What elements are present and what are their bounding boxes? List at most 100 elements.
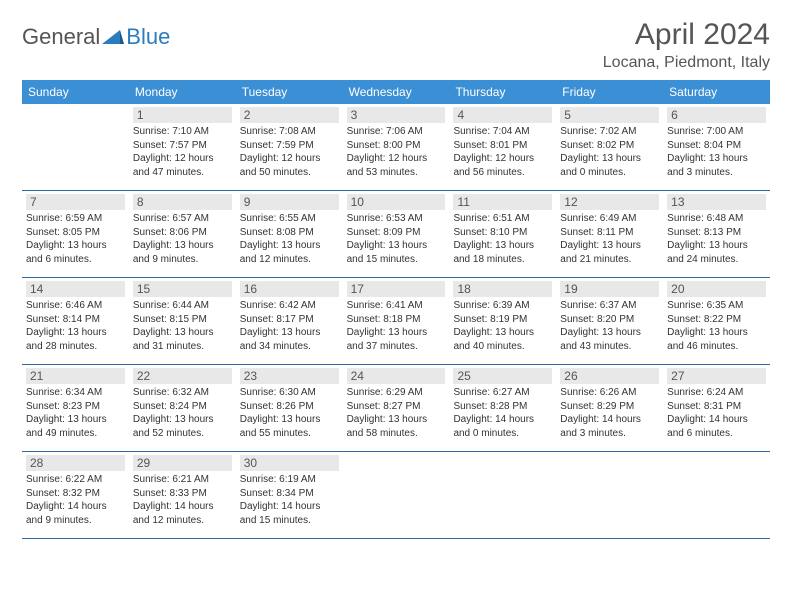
sunrise-text: Sunrise: 7:04 AM: [453, 125, 552, 139]
day-header-wed: Wednesday: [343, 80, 450, 104]
day-cell: 16Sunrise: 6:42 AMSunset: 8:17 PMDayligh…: [236, 278, 343, 364]
sunset-text: Sunset: 8:33 PM: [133, 487, 232, 501]
day-number: 12: [560, 194, 659, 210]
sunrise-text: Sunrise: 6:22 AM: [26, 473, 125, 487]
daylight-text: and 46 minutes.: [667, 340, 766, 354]
day-number: 5: [560, 107, 659, 123]
day-number: 10: [347, 194, 446, 210]
sunset-text: Sunset: 8:04 PM: [667, 139, 766, 153]
day-number: 29: [133, 455, 232, 471]
day-cell: 22Sunrise: 6:32 AMSunset: 8:24 PMDayligh…: [129, 365, 236, 451]
daylight-text: Daylight: 13 hours: [453, 239, 552, 253]
sunrise-text: Sunrise: 6:30 AM: [240, 386, 339, 400]
day-number: 9: [240, 194, 339, 210]
daylight-text: Daylight: 14 hours: [26, 500, 125, 514]
day-cell: 23Sunrise: 6:30 AMSunset: 8:26 PMDayligh…: [236, 365, 343, 451]
daylight-text: and 18 minutes.: [453, 253, 552, 267]
sunrise-text: Sunrise: 7:10 AM: [133, 125, 232, 139]
day-number: 25: [453, 368, 552, 384]
day-number: 18: [453, 281, 552, 297]
day-cell: 12Sunrise: 6:49 AMSunset: 8:11 PMDayligh…: [556, 191, 663, 277]
daylight-text: and 21 minutes.: [560, 253, 659, 267]
calendar-body: 1Sunrise: 7:10 AMSunset: 7:57 PMDaylight…: [22, 104, 770, 539]
daylight-text: Daylight: 13 hours: [240, 239, 339, 253]
sunrise-text: Sunrise: 6:19 AM: [240, 473, 339, 487]
sunset-text: Sunset: 8:08 PM: [240, 226, 339, 240]
daylight-text: Daylight: 13 hours: [26, 413, 125, 427]
day-cell: 24Sunrise: 6:29 AMSunset: 8:27 PMDayligh…: [343, 365, 450, 451]
sunrise-text: Sunrise: 6:44 AM: [133, 299, 232, 313]
daylight-text: Daylight: 12 hours: [347, 152, 446, 166]
daylight-text: and 28 minutes.: [26, 340, 125, 354]
day-number: 22: [133, 368, 232, 384]
calendar-week: 28Sunrise: 6:22 AMSunset: 8:32 PMDayligh…: [22, 452, 770, 539]
daylight-text: and 53 minutes.: [347, 166, 446, 180]
daylight-text: Daylight: 13 hours: [667, 326, 766, 340]
day-number: 26: [560, 368, 659, 384]
daylight-text: Daylight: 13 hours: [26, 239, 125, 253]
daylight-text: Daylight: 13 hours: [667, 152, 766, 166]
day-number: 28: [26, 455, 125, 471]
calendar-week: 7Sunrise: 6:59 AMSunset: 8:05 PMDaylight…: [22, 191, 770, 278]
sunset-text: Sunset: 8:14 PM: [26, 313, 125, 327]
day-cell: 2Sunrise: 7:08 AMSunset: 7:59 PMDaylight…: [236, 104, 343, 190]
daylight-text: and 9 minutes.: [133, 253, 232, 267]
daylight-text: Daylight: 14 hours: [667, 413, 766, 427]
day-number: 16: [240, 281, 339, 297]
sunset-text: Sunset: 8:19 PM: [453, 313, 552, 327]
sunrise-text: Sunrise: 6:42 AM: [240, 299, 339, 313]
day-cell: 26Sunrise: 6:26 AMSunset: 8:29 PMDayligh…: [556, 365, 663, 451]
sunrise-text: Sunrise: 6:53 AM: [347, 212, 446, 226]
sunrise-text: Sunrise: 6:26 AM: [560, 386, 659, 400]
day-cell: 20Sunrise: 6:35 AMSunset: 8:22 PMDayligh…: [663, 278, 770, 364]
sunset-text: Sunset: 8:15 PM: [133, 313, 232, 327]
sunset-text: Sunset: 7:59 PM: [240, 139, 339, 153]
daylight-text: Daylight: 13 hours: [560, 326, 659, 340]
sunset-text: Sunset: 8:18 PM: [347, 313, 446, 327]
day-number: 4: [453, 107, 552, 123]
day-cell: 1Sunrise: 7:10 AMSunset: 7:57 PMDaylight…: [129, 104, 236, 190]
sunset-text: Sunset: 8:01 PM: [453, 139, 552, 153]
sunrise-text: Sunrise: 6:37 AM: [560, 299, 659, 313]
daylight-text: and 34 minutes.: [240, 340, 339, 354]
day-cell: 27Sunrise: 6:24 AMSunset: 8:31 PMDayligh…: [663, 365, 770, 451]
daylight-text: Daylight: 13 hours: [560, 239, 659, 253]
sunset-text: Sunset: 8:27 PM: [347, 400, 446, 414]
daylight-text: Daylight: 13 hours: [133, 413, 232, 427]
calendar: Sunday Monday Tuesday Wednesday Thursday…: [22, 80, 770, 539]
day-header-tue: Tuesday: [236, 80, 343, 104]
day-number: 6: [667, 107, 766, 123]
day-cell: [449, 452, 556, 538]
sunrise-text: Sunrise: 7:02 AM: [560, 125, 659, 139]
day-number: 11: [453, 194, 552, 210]
daylight-text: Daylight: 13 hours: [560, 152, 659, 166]
daylight-text: Daylight: 13 hours: [133, 239, 232, 253]
daylight-text: Daylight: 12 hours: [240, 152, 339, 166]
daylight-text: Daylight: 14 hours: [133, 500, 232, 514]
daylight-text: and 49 minutes.: [26, 427, 125, 441]
sunrise-text: Sunrise: 6:49 AM: [560, 212, 659, 226]
sunset-text: Sunset: 8:17 PM: [240, 313, 339, 327]
header: General Blue April 2024 Locana, Piedmont…: [22, 18, 770, 72]
day-header-mon: Monday: [129, 80, 236, 104]
day-cell: [22, 104, 129, 190]
daylight-text: Daylight: 13 hours: [453, 326, 552, 340]
sunrise-text: Sunrise: 6:41 AM: [347, 299, 446, 313]
day-cell: 10Sunrise: 6:53 AMSunset: 8:09 PMDayligh…: [343, 191, 450, 277]
sunset-text: Sunset: 8:24 PM: [133, 400, 232, 414]
sunrise-text: Sunrise: 6:27 AM: [453, 386, 552, 400]
day-number: 17: [347, 281, 446, 297]
day-number: 21: [26, 368, 125, 384]
daylight-text: Daylight: 13 hours: [133, 326, 232, 340]
daylight-text: Daylight: 13 hours: [667, 239, 766, 253]
day-cell: 29 Sunrise: 6:21 AMSunset: 8:33 PMDayligh…: [129, 452, 236, 538]
sunrise-text: Sunrise: 6:21 AM: [133, 473, 232, 487]
daylight-text: and 15 minutes.: [240, 514, 339, 528]
daylight-text: and 6 minutes.: [26, 253, 125, 267]
day-header-sat: Saturday: [663, 80, 770, 104]
sunrise-text: Sunrise: 6:57 AM: [133, 212, 232, 226]
day-cell: 30Sunrise: 6:19 AMSunset: 8:34 PMDayligh…: [236, 452, 343, 538]
sunset-text: Sunset: 8:13 PM: [667, 226, 766, 240]
day-header-sun: Sunday: [22, 80, 129, 104]
sunset-text: Sunset: 8:29 PM: [560, 400, 659, 414]
